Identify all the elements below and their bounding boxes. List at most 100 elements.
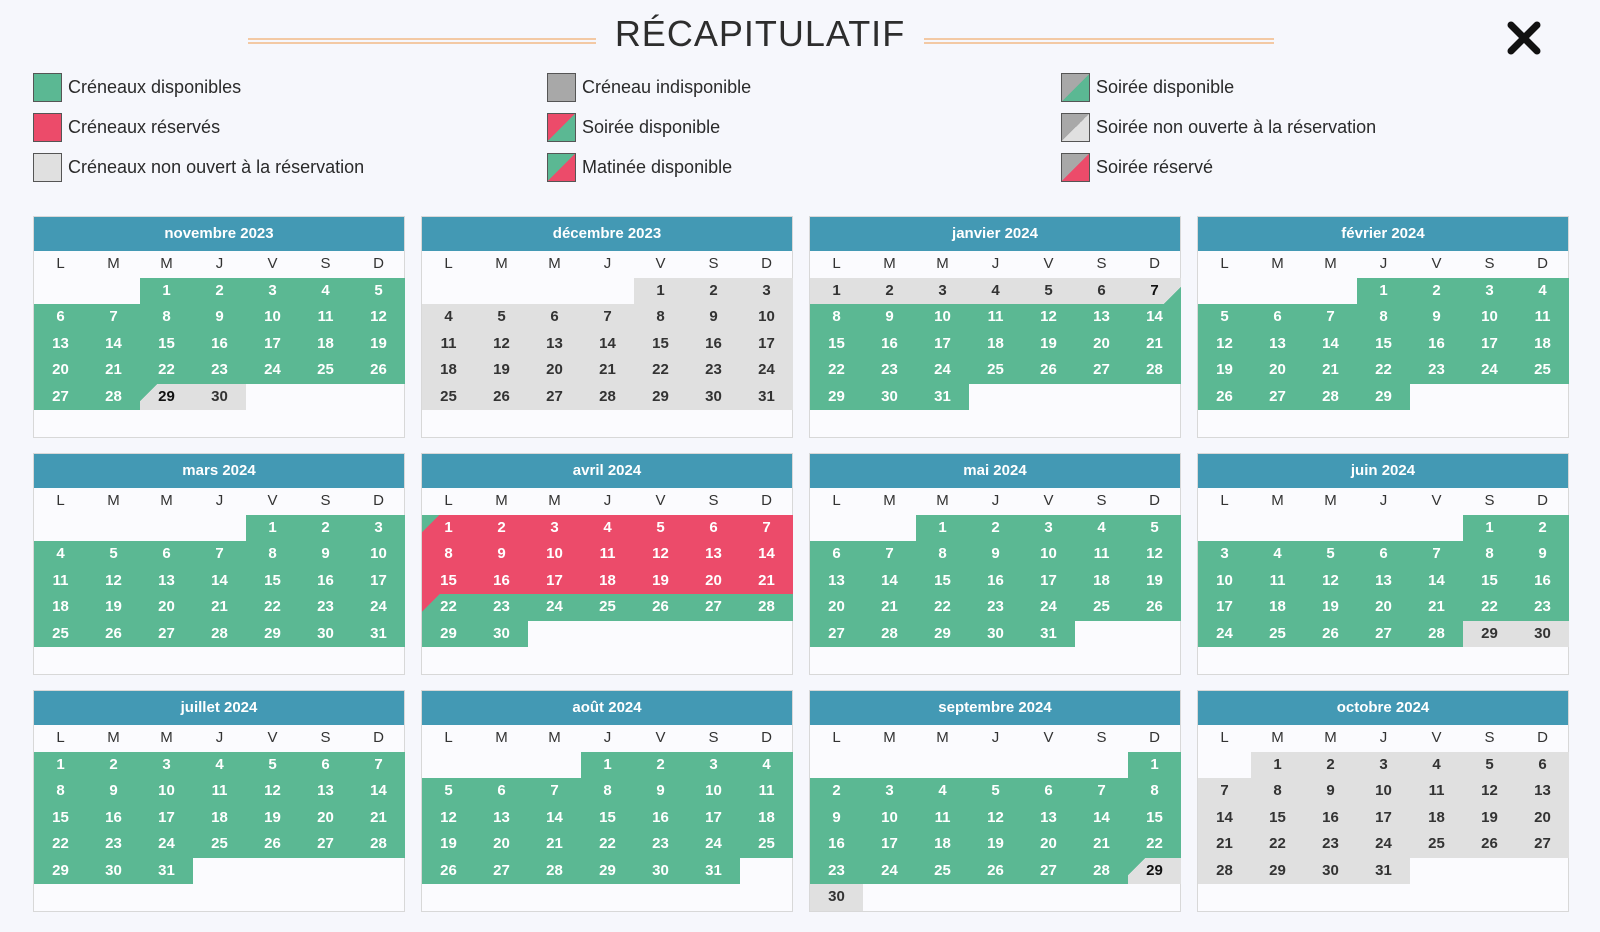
day-cell[interactable]: 10 — [916, 304, 969, 331]
day-cell[interactable]: 23 — [299, 594, 352, 621]
day-cell[interactable]: 8 — [810, 304, 863, 331]
day-cell[interactable]: 19 — [1304, 594, 1357, 621]
day-cell[interactable]: 12 — [422, 804, 475, 831]
day-cell[interactable]: 9 — [87, 778, 140, 805]
day-cell[interactable]: 9 — [810, 804, 863, 831]
day-cell[interactable]: 13 — [299, 778, 352, 805]
day-cell[interactable]: 25 — [969, 357, 1022, 384]
day-cell[interactable]: 11 — [1251, 567, 1304, 594]
day-cell[interactable]: 28 — [740, 594, 793, 621]
day-cell[interactable]: 13 — [34, 330, 87, 357]
day-cell[interactable]: 3 — [863, 778, 916, 805]
day-cell[interactable]: 12 — [87, 567, 140, 594]
day-cell[interactable]: 9 — [299, 541, 352, 568]
day-cell[interactable]: 1 — [1128, 751, 1181, 778]
day-cell[interactable]: 13 — [1357, 567, 1410, 594]
day-cell[interactable]: 18 — [581, 567, 634, 594]
day-cell[interactable]: 17 — [1022, 567, 1075, 594]
day-cell[interactable]: 6 — [810, 541, 863, 568]
day-cell[interactable]: 31 — [352, 620, 405, 647]
day-cell[interactable]: 18 — [1516, 330, 1569, 357]
day-cell[interactable]: 8 — [916, 541, 969, 568]
day-cell[interactable]: 21 — [1075, 831, 1128, 858]
day-cell[interactable]: 9 — [1516, 541, 1569, 568]
day-cell[interactable]: 26 — [1128, 594, 1181, 621]
day-cell[interactable]: 24 — [863, 857, 916, 884]
day-cell[interactable]: 22 — [810, 357, 863, 384]
day-cell[interactable]: 10 — [528, 541, 581, 568]
day-cell[interactable]: 15 — [34, 804, 87, 831]
day-cell[interactable]: 19 — [1198, 357, 1251, 384]
day-cell[interactable]: 19 — [87, 594, 140, 621]
day-cell[interactable]: 14 — [863, 567, 916, 594]
day-cell[interactable]: 23 — [87, 831, 140, 858]
day-cell[interactable]: 4 — [299, 277, 352, 304]
day-cell[interactable]: 20 — [299, 804, 352, 831]
day-cell[interactable]: 27 — [1357, 620, 1410, 647]
day-cell[interactable]: 18 — [34, 594, 87, 621]
day-cell[interactable]: 15 — [1463, 567, 1516, 594]
day-cell[interactable]: 14 — [1410, 567, 1463, 594]
day-cell[interactable]: 9 — [475, 541, 528, 568]
day-cell[interactable]: 29 — [422, 620, 475, 647]
day-cell[interactable]: 20 — [1357, 594, 1410, 621]
day-cell[interactable]: 1 — [34, 751, 87, 778]
day-cell[interactable]: 2 — [810, 778, 863, 805]
day-cell[interactable]: 16 — [87, 804, 140, 831]
day-cell[interactable]: 7 — [740, 514, 793, 541]
day-cell[interactable]: 2 — [634, 751, 687, 778]
day-cell[interactable]: 22 — [1128, 831, 1181, 858]
day-cell[interactable]: 14 — [740, 541, 793, 568]
day-cell[interactable]: 14 — [352, 778, 405, 805]
day-cell[interactable]: 6 — [34, 304, 87, 331]
day-cell[interactable]: 25 — [1251, 620, 1304, 647]
day-cell[interactable]: 4 — [916, 778, 969, 805]
day-cell[interactable]: 24 — [140, 831, 193, 858]
day-cell[interactable]: 9 — [193, 304, 246, 331]
day-cell[interactable]: 2 — [87, 751, 140, 778]
day-cell[interactable]: 13 — [1022, 804, 1075, 831]
day-cell[interactable]: 5 — [1304, 541, 1357, 568]
day-cell[interactable]: 7 — [1410, 541, 1463, 568]
day-cell[interactable]: 7 — [1075, 778, 1128, 805]
day-cell[interactable]: 30 — [969, 620, 1022, 647]
day-cell[interactable]: 22 — [916, 594, 969, 621]
day-cell[interactable]: 13 — [1075, 304, 1128, 331]
day-cell[interactable]: 16 — [634, 804, 687, 831]
day-cell[interactable]: 20 — [810, 594, 863, 621]
day-cell[interactable]: 28 — [528, 857, 581, 884]
day-cell[interactable]: 24 — [246, 357, 299, 384]
day-cell[interactable]: 12 — [246, 778, 299, 805]
day-cell[interactable]: 15 — [140, 330, 193, 357]
day-cell[interactable]: 22 — [581, 831, 634, 858]
day-cell[interactable]: 15 — [810, 330, 863, 357]
day-cell[interactable]: 25 — [299, 357, 352, 384]
day-cell[interactable]: 4 — [740, 751, 793, 778]
day-cell[interactable]: 2 — [299, 514, 352, 541]
day-cell[interactable]: 20 — [687, 567, 740, 594]
day-cell[interactable]: 9 — [863, 304, 916, 331]
day-cell[interactable]: 17 — [687, 804, 740, 831]
day-cell[interactable]: 27 — [1075, 357, 1128, 384]
day-cell[interactable]: 27 — [1251, 383, 1304, 410]
day-cell[interactable]: 10 — [1022, 541, 1075, 568]
day-cell[interactable]: 12 — [1022, 304, 1075, 331]
day-cell[interactable]: 12 — [634, 541, 687, 568]
day-cell[interactable]: 3 — [528, 514, 581, 541]
day-cell[interactable]: 5 — [87, 541, 140, 568]
close-icon[interactable] — [1506, 20, 1542, 56]
day-cell[interactable]: 16 — [1516, 567, 1569, 594]
day-cell[interactable]: 29 — [1357, 383, 1410, 410]
day-cell[interactable]: 11 — [581, 541, 634, 568]
day-cell[interactable]: 30 — [475, 620, 528, 647]
day-cell[interactable]: 25 — [193, 831, 246, 858]
day-cell[interactable]: 19 — [422, 831, 475, 858]
day-cell[interactable]: 19 — [969, 831, 1022, 858]
day-cell[interactable]: 14 — [528, 804, 581, 831]
day-cell[interactable]: 6 — [1251, 304, 1304, 331]
day-cell[interactable]: 21 — [1410, 594, 1463, 621]
day-cell[interactable]: 26 — [1022, 357, 1075, 384]
day-cell[interactable]: 4 — [34, 541, 87, 568]
day-cell[interactable]: 26 — [87, 620, 140, 647]
day-cell[interactable]: 10 — [863, 804, 916, 831]
